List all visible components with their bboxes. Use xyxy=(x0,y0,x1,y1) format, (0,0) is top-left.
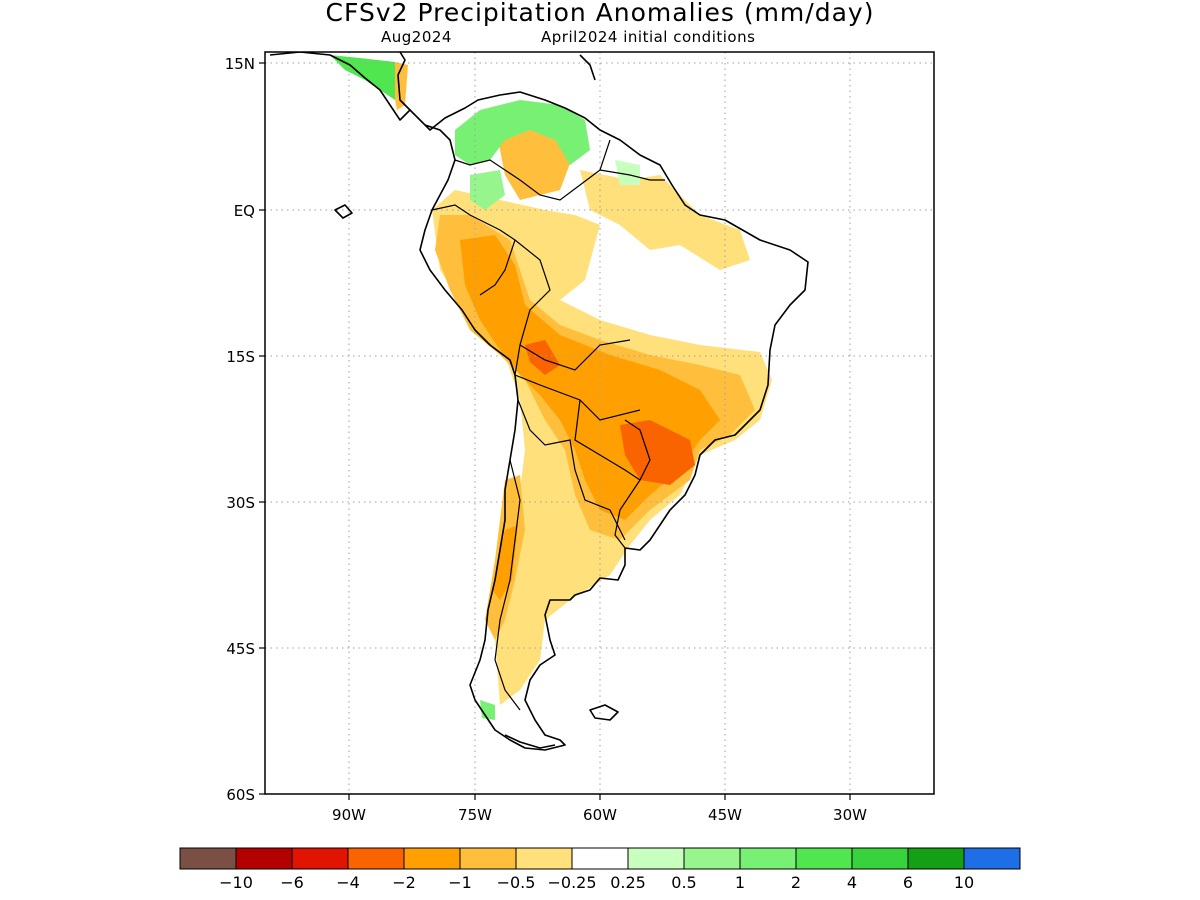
anomaly-andes-dark-strip xyxy=(492,525,518,600)
anomaly-field xyxy=(330,55,772,720)
lat-label-30s: 30S xyxy=(226,494,255,512)
lon-label-45w: 45W xyxy=(708,806,742,824)
colorbar-swatch xyxy=(907,847,965,870)
colorbar-swatch xyxy=(963,847,1021,870)
lon-label-75w: 75W xyxy=(458,806,492,824)
anomaly-light-green-colombia xyxy=(470,170,505,210)
colorbar-label: 10 xyxy=(954,873,974,892)
anomaly-central-america-orange xyxy=(392,62,408,110)
lat-label-45s: 45S xyxy=(226,640,255,658)
colorbar-swatch xyxy=(403,847,461,870)
colorbar-swatch xyxy=(627,847,685,870)
anomaly-red-orange-region xyxy=(620,420,695,485)
axis-ticks xyxy=(259,62,851,800)
lat-label-15n: 15N xyxy=(225,55,255,73)
colorbar-swatch xyxy=(347,847,405,870)
colorbar-label: −0.5 xyxy=(497,873,536,892)
colorbar-label: −4 xyxy=(336,873,360,892)
initial-conditions: April2024 initial conditions xyxy=(541,28,756,46)
colorbar-label: −0.25 xyxy=(547,873,596,892)
anomaly-green-patagonia xyxy=(480,700,495,720)
anomaly-green-colombia xyxy=(455,100,590,165)
map-title: CFSv2 Precipitation Anomalies (mm/day) xyxy=(325,0,875,27)
colorbar-label: 4 xyxy=(847,873,857,892)
lon-label-30w: 30W xyxy=(833,806,867,824)
map-plot-area xyxy=(265,52,934,794)
colorbar-label: 2 xyxy=(791,873,801,892)
central-america-coastline xyxy=(269,52,411,121)
colorbar-swatch xyxy=(515,847,573,870)
colorbar-label: 0.25 xyxy=(610,873,646,892)
anomaly-guiana-light-orange xyxy=(580,170,750,270)
galapagos-islands xyxy=(334,204,353,219)
colorbar: −10 −6 −4 −2 −1 −0.5 −0.25 0.25 0.5 1 2 4 6 10 xyxy=(179,847,1021,892)
anomaly-red-orange-region-bolivia xyxy=(525,340,560,375)
colorbar-label: −1 xyxy=(448,873,472,892)
colorbar-swatch xyxy=(571,847,629,870)
country-borders xyxy=(431,139,665,711)
colorbar-swatch xyxy=(739,847,797,870)
colorbar-swatch xyxy=(291,847,349,870)
lat-label-15s: 15S xyxy=(226,348,255,366)
tierra-del-fuego xyxy=(504,734,556,749)
forecast-month: Aug2024 xyxy=(381,28,452,46)
colorbar-swatch xyxy=(795,847,853,870)
graticule xyxy=(265,52,934,794)
south-america-coastline xyxy=(409,91,809,751)
colorbar-swatch xyxy=(235,847,293,870)
lon-label-90w: 90W xyxy=(332,806,366,824)
caribbean-islands xyxy=(579,54,596,81)
lat-label-eq: EQ xyxy=(234,202,255,220)
colorbar-label: 6 xyxy=(903,873,913,892)
colorbar-label: −2 xyxy=(392,873,416,892)
colorbar-swatch xyxy=(683,847,741,870)
longitude-labels: 90W 75W 60W 45W 30W xyxy=(332,806,867,824)
colorbar-label: 0.5 xyxy=(671,873,696,892)
coastlines xyxy=(269,52,809,751)
colorbar-label: −6 xyxy=(280,873,304,892)
lon-label-60w: 60W xyxy=(583,806,617,824)
colorbar-label: −10 xyxy=(219,873,253,892)
colorbar-swatch xyxy=(851,847,909,870)
anomaly-light-green-guiana xyxy=(615,160,640,185)
colorbar-swatch xyxy=(459,847,517,870)
latitude-labels: 15N EQ 15S 30S 45S 60S xyxy=(225,55,255,804)
colorbar-label: 1 xyxy=(735,873,745,892)
colorbar-swatch xyxy=(179,847,237,870)
anomaly-green-central-america xyxy=(330,55,395,100)
lat-label-60s: 60S xyxy=(226,786,255,804)
falkland-islands xyxy=(589,704,619,721)
